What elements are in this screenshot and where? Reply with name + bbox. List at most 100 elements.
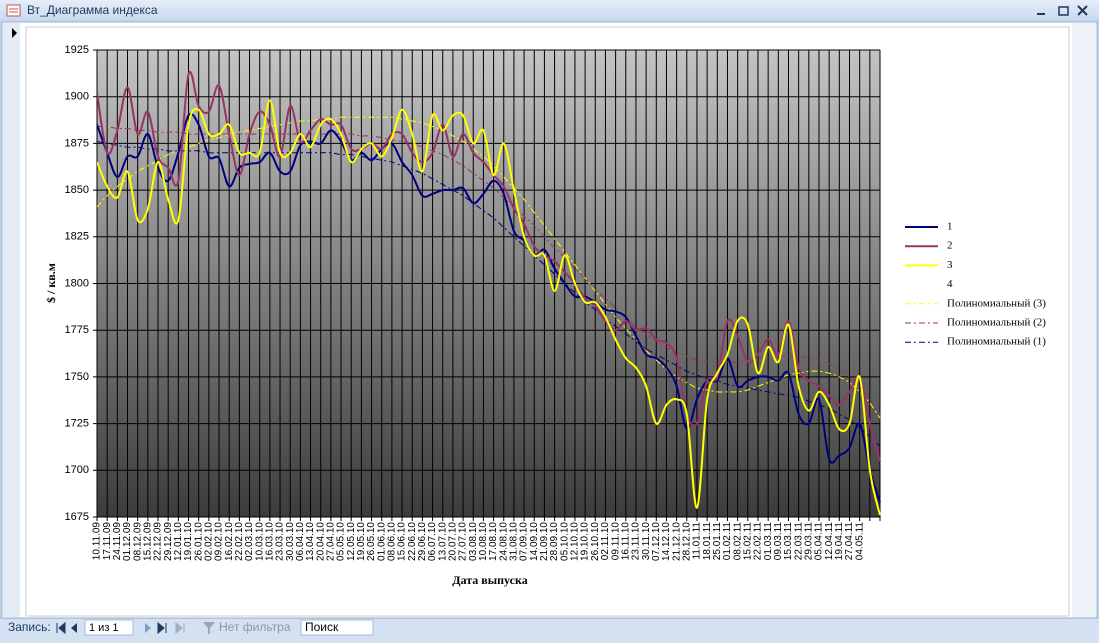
x-tick-label: 08.06.10 bbox=[387, 522, 398, 561]
x-tick-label: 01.12.09 bbox=[122, 522, 133, 561]
x-tick-label: 30.03.10 bbox=[285, 522, 296, 561]
legend-label: 4 bbox=[947, 278, 953, 290]
first-record-button[interactable] bbox=[56, 621, 66, 635]
new-record-button[interactable] bbox=[175, 621, 185, 635]
x-tick-label: 22.12.09 bbox=[153, 522, 164, 561]
x-tick-label: 10.08.10 bbox=[478, 522, 489, 561]
legend-label: 3 bbox=[947, 259, 953, 271]
x-tick-label: 18.01.11 bbox=[702, 522, 713, 561]
x-tick-label: 14.12.10 bbox=[661, 522, 672, 561]
x-tick-label: 31.08.10 bbox=[509, 522, 520, 561]
search-box[interactable] bbox=[300, 619, 374, 636]
x-tick-label: 17.11.09 bbox=[102, 522, 113, 561]
last-record-button[interactable] bbox=[157, 621, 167, 635]
x-tick-label: 13.07.10 bbox=[437, 522, 448, 561]
chart: 1675 1700 1725 1750 1775 1800 1825 1850 1875 1900… bbox=[65, 44, 1047, 561]
x-tick-label: 02.11.10 bbox=[600, 522, 611, 561]
x-tick-label: 22.06.10 bbox=[407, 522, 418, 561]
x-tick-label: 21.09.10 bbox=[539, 522, 550, 561]
title-bar bbox=[0, 0, 1099, 21]
form-icon bbox=[6, 4, 21, 17]
x-tick-label: 16.02.10 bbox=[224, 522, 235, 561]
record-position: 1 из 1 bbox=[89, 622, 119, 634]
filter-icon bbox=[203, 622, 215, 634]
x-tick-label: 29.03.11 bbox=[803, 522, 814, 561]
x-tick-label: 27.04.11 bbox=[844, 522, 855, 561]
close-button[interactable] bbox=[1077, 5, 1088, 16]
x-tick-label: 09.02.10 bbox=[214, 522, 225, 561]
x-tick-label: 05.05.10 bbox=[336, 522, 347, 561]
x-tick-label: 22.03.11 bbox=[793, 522, 804, 561]
x-tick-label: 23.11.10 bbox=[631, 522, 642, 561]
y-tick-label: 1800 bbox=[65, 277, 89, 289]
x-tick-label: 16.11.10 bbox=[620, 522, 631, 561]
minimize-button[interactable] bbox=[1037, 13, 1045, 15]
x-tick-label: 20.07.10 bbox=[448, 522, 459, 561]
series-line bbox=[97, 116, 881, 419]
x-tick-label: 06.07.10 bbox=[427, 522, 438, 561]
navigation-bar: Запись: 1 из 1 Нет фильтра Поиск bbox=[0, 619, 1099, 643]
x-tick-label: 10.03.10 bbox=[254, 522, 265, 561]
filter-status[interactable]: Нет фильтра bbox=[219, 620, 291, 634]
x-tick-label: 10.11.09 bbox=[92, 522, 103, 561]
x-tick-label: 12.04.11 bbox=[824, 522, 835, 561]
scrollbar-area bbox=[1072, 23, 1096, 617]
x-tick-label: 15.03.11 bbox=[783, 522, 794, 561]
record-box[interactable] bbox=[84, 619, 134, 636]
x-tick-label: 09.03.11 bbox=[773, 522, 784, 561]
next-record-button[interactable] bbox=[145, 623, 151, 633]
x-tick-label: 15.06.10 bbox=[397, 522, 408, 561]
x-tick-label: 30.11.10 bbox=[641, 522, 652, 561]
x-tick-label: 03.08.10 bbox=[468, 522, 479, 561]
nav-bar-bg bbox=[0, 619, 1099, 643]
x-tick-label: 29.12.09 bbox=[163, 522, 174, 561]
window-buttons[interactable] bbox=[1037, 5, 1088, 16]
x-tick-label: 19.05.10 bbox=[356, 522, 367, 561]
x-tick-label: 21.12.10 bbox=[671, 522, 682, 561]
restore-button[interactable] bbox=[1058, 6, 1069, 16]
legend-label: Полиномиальный (3) bbox=[947, 297, 1046, 309]
y-tick-label: 1750 bbox=[65, 371, 89, 383]
y-tick-label: 1675 bbox=[65, 511, 89, 523]
search-placeholder: Поиск bbox=[305, 620, 339, 634]
x-tick-label: 29.06.10 bbox=[417, 522, 428, 561]
x-tick-label: 19.01.10 bbox=[183, 522, 194, 561]
x-tick-label: 25.01.11 bbox=[712, 522, 723, 561]
x-tick-label: 06.04.10 bbox=[295, 522, 306, 561]
x-tick-label: 28.09.10 bbox=[549, 522, 560, 561]
x-tick-label: 09.11.10 bbox=[610, 522, 621, 561]
y-tick-label: 1925 bbox=[65, 44, 89, 56]
x-tick-label: 28.12.10 bbox=[681, 522, 692, 561]
legend-label: 1 bbox=[947, 221, 953, 233]
x-tick-label: 17.08.10 bbox=[488, 522, 499, 561]
x-tick-label: 16.03.10 bbox=[265, 522, 276, 561]
x-tick-label: 20.04.10 bbox=[315, 522, 326, 561]
x-tick-label: 23.03.10 bbox=[275, 522, 286, 561]
x-tick-label: 01.02.11 bbox=[722, 522, 733, 561]
x-tick-label: 15.02.11 bbox=[742, 522, 753, 561]
x-tick-label: 01.03.11 bbox=[763, 522, 774, 561]
legend-label: Полиномиальный (1) bbox=[947, 336, 1046, 348]
y-tick-label: 1725 bbox=[65, 418, 89, 430]
x-tick-label: 08.02.11 bbox=[732, 522, 743, 561]
x-tick-label: 08.12.09 bbox=[132, 522, 143, 561]
series-line bbox=[97, 112, 881, 503]
x-tick-label: 27.07.10 bbox=[458, 522, 469, 561]
y-axis-label: $ / кв.м bbox=[44, 263, 58, 303]
series-line bbox=[97, 70, 881, 462]
x-tick-label: 14.09.10 bbox=[529, 522, 540, 561]
series-line bbox=[97, 141, 881, 447]
x-tick-label: 12.05.10 bbox=[346, 522, 357, 561]
window-title: Вт_Диаграмма индекса bbox=[27, 3, 158, 17]
x-tick-label: 02.03.10 bbox=[244, 522, 255, 561]
prev-record-button[interactable] bbox=[71, 623, 77, 633]
record-selector[interactable] bbox=[3, 23, 20, 617]
x-tick-label: 13.04.10 bbox=[305, 522, 316, 561]
x-tick-label: 24.11.09 bbox=[112, 522, 123, 561]
y-tick-label: 1875 bbox=[65, 137, 89, 149]
x-tick-label: 26.01.10 bbox=[193, 522, 204, 561]
y-tick-label: 1850 bbox=[65, 184, 89, 196]
legend-label: Полиномиальный (2) bbox=[947, 317, 1046, 329]
legend-label: 2 bbox=[947, 240, 953, 252]
